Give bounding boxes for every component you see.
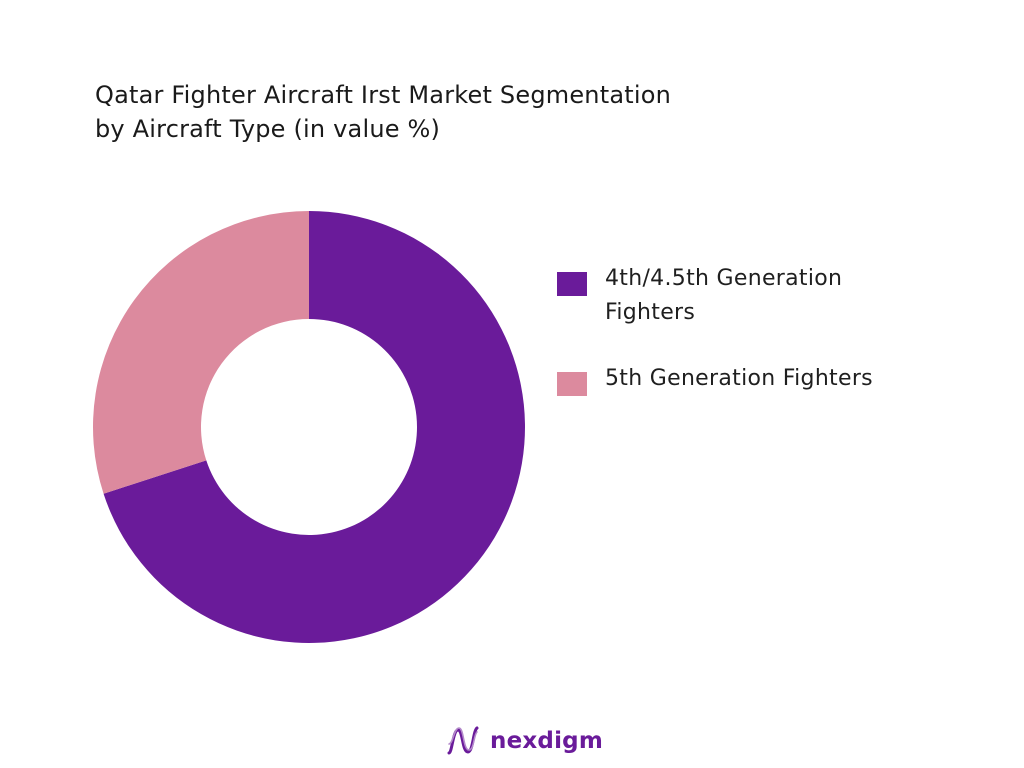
legend-item-4th-gen: 4th/4.5th Generation Fighters [557, 262, 977, 330]
donut-slice-5th-gen [92, 211, 309, 494]
chart-legend: 4th/4.5th Generation Fighters 5th Genera… [557, 262, 977, 396]
brand-name: nexdigm [490, 728, 603, 754]
chart-title: Qatar Fighter Aircraft Irst Market Segme… [95, 78, 795, 146]
legend-label-4th-gen: 4th/4.5th Generation Fighters [605, 266, 843, 325]
legend-label-5th-gen: 5th Generation Fighters [605, 366, 873, 391]
legend-item-5th-gen: 5th Generation Fighters [557, 362, 977, 396]
chart-title-line-2: by Aircraft Type (in value %) [95, 115, 441, 143]
chart-title-line-1: Qatar Fighter Aircraft Irst Market Segme… [95, 81, 672, 109]
legend-swatch-5th-gen [557, 372, 587, 396]
brand-footer: nexdigm [444, 722, 603, 760]
donut-slice-4th-gen [103, 211, 526, 643]
legend-swatch-4th-gen [557, 272, 587, 296]
nexdigm-logo-icon [447, 726, 479, 755]
